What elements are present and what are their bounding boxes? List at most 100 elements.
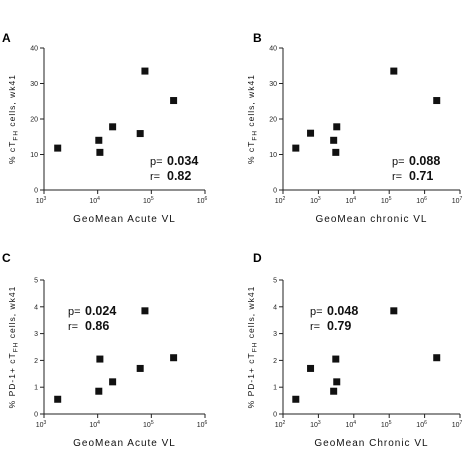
p-value-label: p=: [310, 306, 323, 318]
panel-b: B 0 10 20 30 40 102 103 104 105 106 107 GeoMean chro…: [246, 31, 463, 225]
data-point: [54, 144, 62, 152]
y-tick-label: 4: [34, 304, 38, 311]
x-tick-label: 105: [143, 196, 154, 205]
x-tick-label: 105: [381, 196, 392, 205]
p-value: 0.034: [167, 154, 198, 168]
x-tick-label: 105: [381, 420, 392, 429]
data-point: [109, 378, 117, 386]
x-tick-label: 107: [452, 420, 463, 429]
y-tick-label: 5: [34, 278, 38, 285]
y-tick-label: 0: [273, 412, 277, 419]
y-tick-label: 2: [34, 358, 38, 365]
y-tick-label: 1: [34, 385, 38, 392]
p-value: 0.048: [327, 304, 358, 318]
data-point: [333, 123, 341, 131]
x-tick-label: 104: [89, 196, 100, 205]
data-point: [307, 129, 315, 137]
x-tick-label: 104: [346, 196, 357, 205]
panel-c: C 0 1 2 3 4 5 103 104 105 106 GeoMean Acute VL % PD-…: [2, 251, 208, 449]
y-tick-label: 0: [34, 188, 38, 195]
data-point: [333, 378, 341, 386]
panel-d: D 0 1 2 3 4 5 102 103 104 105 106 107 GeoMean Chronic…: [246, 251, 463, 449]
y-axis-label: % cTFH cells, wk41: [246, 74, 259, 164]
data-point: [141, 67, 149, 75]
x-tick-label: 107: [452, 196, 463, 205]
r-value: 0.79: [327, 319, 351, 333]
y-tick-label: 40: [30, 46, 38, 53]
data-point: [141, 307, 149, 315]
y-tick-label: 5: [273, 278, 277, 285]
y-tick-label: 0: [273, 188, 277, 195]
r-value-label: r=: [150, 171, 160, 183]
y-tick-label: 0: [34, 412, 38, 419]
data-point: [390, 67, 398, 75]
data-point: [292, 144, 300, 152]
data-point: [170, 97, 178, 105]
x-tick-label: 103: [310, 420, 321, 429]
data-point: [433, 97, 441, 105]
data-point: [109, 123, 117, 131]
data-point: [136, 364, 144, 372]
data-point: [433, 354, 441, 362]
r-value: 0.82: [167, 169, 191, 183]
x-tick-label: 106: [197, 420, 208, 429]
data-point: [332, 148, 340, 156]
x-axis-label: GeoMean chronic VL: [316, 214, 428, 225]
data-point: [332, 355, 340, 363]
p-value-label: p=: [68, 306, 81, 318]
y-tick-label: 4: [273, 304, 277, 311]
y-tick-label: 20: [30, 117, 38, 124]
data-point: [330, 136, 338, 144]
x-tick-label: 106: [197, 196, 208, 205]
panel-letter: D: [253, 251, 262, 265]
p-value-label: p=: [392, 156, 405, 168]
y-tick-label: 3: [273, 331, 277, 338]
data-point: [292, 395, 300, 403]
data-point: [136, 130, 144, 138]
data-point: [54, 395, 62, 403]
p-value-label: p=: [150, 156, 163, 168]
data-point: [95, 136, 103, 144]
data-point: [307, 364, 315, 372]
y-tick-label: 3: [34, 331, 38, 338]
panel-letter: B: [253, 31, 262, 45]
x-tick-label: 106: [416, 420, 427, 429]
r-value: 0.86: [85, 319, 109, 333]
panel-a: A 0 10 20 30 40 103 104 105 106 GeoMean Acute VL % …: [2, 31, 208, 225]
r-value-label: r=: [392, 171, 402, 183]
x-axis-label: GeoMean Acute VL: [73, 438, 176, 449]
x-tick-label: 104: [346, 420, 357, 429]
panel-letter: C: [2, 251, 11, 265]
r-value: 0.71: [409, 169, 433, 183]
p-value: 0.088: [409, 154, 440, 168]
x-tick-label: 103: [310, 196, 321, 205]
x-tick-label: 105: [143, 420, 154, 429]
y-axis-label: % PD-1+ cTFH cells, wk41: [246, 286, 259, 409]
data-point: [170, 354, 178, 362]
x-tick-label: 103: [36, 420, 47, 429]
y-tick-label: 30: [30, 81, 38, 88]
p-value: 0.024: [85, 304, 116, 318]
data-point: [96, 355, 104, 363]
y-tick-label: 10: [30, 152, 38, 159]
x-tick-label: 103: [36, 196, 47, 205]
data-point: [96, 148, 104, 156]
y-axis-label: % PD-1+ cTFH cells, wk41: [7, 286, 20, 409]
data-point: [390, 307, 398, 315]
x-axis-label: GeoMean Chronic VL: [314, 438, 428, 449]
x-tick-label: 104: [89, 420, 100, 429]
x-tick-label: 102: [275, 196, 286, 205]
data-point: [330, 387, 338, 395]
y-tick-label: 30: [269, 81, 277, 88]
y-tick-label: 2: [273, 358, 277, 365]
y-tick-label: 10: [269, 152, 277, 159]
y-axis-label: % cTFH cells, wk41: [7, 74, 20, 164]
x-axis-label: GeoMean Acute VL: [73, 214, 176, 225]
data-point: [95, 387, 103, 395]
y-tick-label: 20: [269, 117, 277, 124]
r-value-label: r=: [68, 321, 78, 333]
y-tick-label: 40: [269, 46, 277, 53]
panel-letter: A: [2, 31, 11, 45]
x-tick-label: 102: [275, 420, 286, 429]
